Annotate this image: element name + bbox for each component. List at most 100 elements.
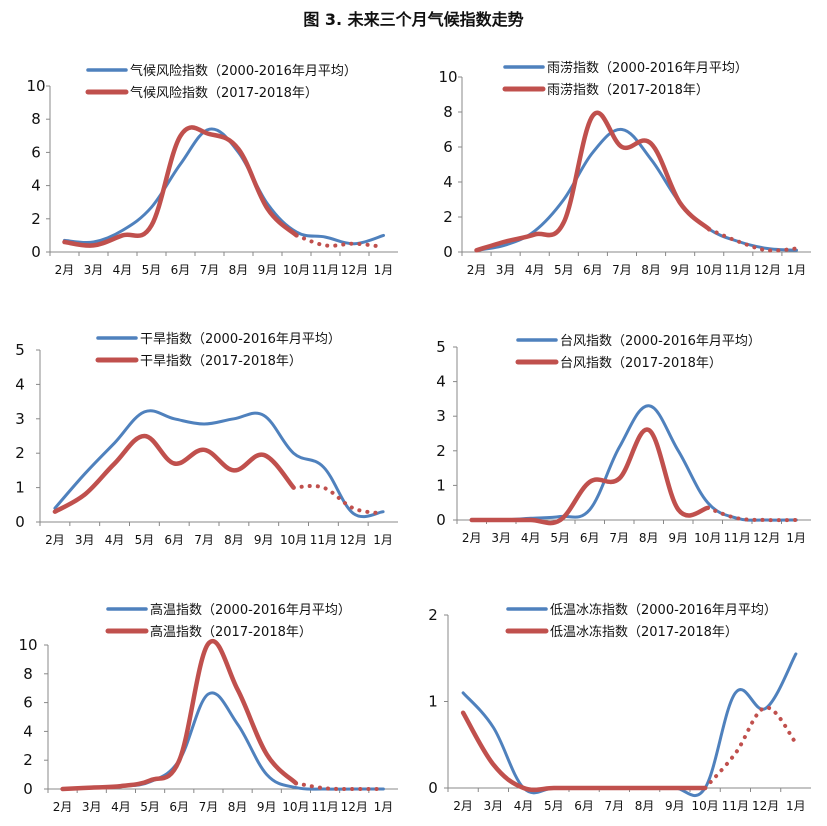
y-tick-label: 1 — [15, 479, 25, 497]
x-tick-label: 12月 — [340, 533, 367, 547]
x-tick-label: 2月 — [467, 263, 487, 277]
x-tick-label: 1月 — [374, 800, 394, 814]
x-tick-label: 5月 — [544, 799, 564, 813]
series-line-forecast — [707, 227, 799, 253]
x-tick-label: 8月 — [224, 533, 244, 547]
series-line-average — [461, 652, 798, 798]
x-tick-label: 11月 — [312, 263, 339, 277]
series-line-actual — [469, 427, 711, 526]
legend-label: 气候风险指数（2000-2016年月平均） — [130, 63, 357, 79]
x-tick-label: 3月 — [84, 263, 104, 277]
y-tick-label: 6 — [23, 694, 33, 712]
legend-label: 雨涝指数（2000-2016年月平均） — [547, 60, 748, 76]
y-tick-label: 3 — [436, 407, 446, 425]
x-tick-label: 9月 — [257, 800, 277, 814]
x-tick-label: 3月 — [491, 531, 511, 545]
x-tick-label: 7月 — [194, 533, 214, 547]
x-tick-label: 10月 — [696, 263, 723, 277]
y-tick-label: 0 — [436, 511, 446, 529]
y-tick-label: 6 — [31, 143, 41, 161]
x-tick-label: 3月 — [82, 800, 102, 814]
x-tick-label: 4月 — [111, 800, 131, 814]
x-tick-label: 8月 — [228, 800, 248, 814]
x-tick-label: 3月 — [484, 799, 504, 813]
x-tick-label: 1月 — [373, 533, 393, 547]
x-tick-label: 4月 — [105, 533, 125, 547]
x-tick-label: 1月 — [787, 263, 807, 277]
y-tick-label: 5 — [15, 341, 25, 359]
y-tick-label: 8 — [443, 103, 453, 121]
y-tick-label: 2 — [23, 751, 33, 769]
x-tick-label: 11月 — [724, 531, 751, 545]
x-tick-label: 8月 — [639, 531, 659, 545]
x-tick-label: 3月 — [496, 263, 516, 277]
legend-label: 低温冰冻指数（2017-2018年） — [550, 624, 738, 640]
series-line-average — [470, 404, 798, 522]
chart-panel-3: 0 1 2 3 4 5 2月 3月 4月 5月 6月 7月 8月 9月 10月 11月 12月 1月 干旱指数（20… — [15, 332, 398, 547]
x-tick-label: 12月 — [754, 263, 781, 277]
y-tick-label: 2 — [436, 442, 446, 460]
y-tick-label: 5 — [436, 338, 446, 356]
x-tick-label: 7月 — [605, 799, 625, 813]
x-tick-label: 1月 — [374, 263, 394, 277]
y-tick-label: 10 — [438, 68, 457, 86]
y-tick-label: 4 — [15, 375, 25, 393]
x-tick-label: 6月 — [580, 531, 600, 545]
x-tick-label: 5月 — [140, 800, 160, 814]
x-tick-label: 9月 — [258, 263, 278, 277]
series-line-average — [63, 127, 385, 246]
x-tick-label: 2月 — [55, 263, 75, 277]
x-tick-label: 4月 — [514, 799, 534, 813]
x-tick-label: 12月 — [753, 531, 780, 545]
chart-panel-6: 0 1 2 2月 3月 4月 5月 6月 7月 8月 9月 10月 11月 12月 1月 低温冰冻指数（200… — [428, 602, 811, 813]
y-tick-label: 1 — [436, 476, 446, 494]
x-tick-label: 9月 — [670, 263, 690, 277]
x-tick-label: 6月 — [164, 533, 184, 547]
x-tick-label: 11月 — [310, 533, 337, 547]
series-line-average — [475, 127, 798, 252]
series-line-actual — [52, 433, 296, 514]
y-tick-label: 0 — [23, 780, 33, 798]
x-tick-label: 10月 — [691, 799, 718, 813]
y-tick-label: 4 — [31, 177, 41, 195]
figure-title: 图 3. 未来三个月气候指数走势 — [303, 10, 524, 29]
y-tick-label: 0 — [443, 243, 453, 261]
x-tick-label: 12月 — [341, 263, 368, 277]
x-tick-label: 7月 — [612, 263, 632, 277]
y-tick-label: 0 — [31, 243, 41, 261]
chart-panel-5: 0 2 4 6 8 10 2月 3月 4月 5月 6月 7月 8月 9月 10月 11月 12月 1月 高温指数（2… — [18, 602, 398, 814]
x-tick-label: 3月 — [75, 533, 95, 547]
y-tick-label: 8 — [23, 665, 33, 683]
y-tick-label: 10 — [26, 77, 45, 95]
x-tick-label: 8月 — [641, 263, 661, 277]
y-tick-label: 1 — [428, 693, 438, 711]
x-tick-label: 6月 — [583, 263, 603, 277]
x-tick-label: 6月 — [169, 800, 189, 814]
x-tick-label: 1月 — [786, 799, 806, 813]
series-line-actual — [474, 110, 712, 253]
x-tick-label: 9月 — [254, 533, 274, 547]
x-tick-label: 2月 — [45, 533, 65, 547]
x-tick-label: 7月 — [609, 531, 629, 545]
x-tick-label: 5月 — [135, 533, 155, 547]
chart-panel-4: 0 1 2 3 4 5 2月 3月 4月 5月 6月 7月 8月 9月 10月 11月 12月 1月 台风指数（20… — [436, 334, 811, 545]
y-tick-label: 0 — [428, 779, 438, 797]
x-tick-label: 8月 — [635, 799, 655, 813]
legend-label: 台风指数（2017-2018年） — [560, 356, 722, 371]
series-line-actual — [62, 125, 299, 248]
x-tick-label: 4月 — [521, 531, 541, 545]
y-tick-label: 2 — [443, 208, 453, 226]
legend-label: 雨涝指数（2017-2018年） — [547, 82, 709, 98]
y-tick-label: 4 — [436, 373, 446, 391]
series-line-forecast — [705, 505, 799, 523]
series-line-forecast — [291, 483, 386, 516]
y-tick-label: 8 — [31, 110, 41, 128]
legend-label: 气候风险指数（2017-2018年） — [130, 85, 318, 101]
x-tick-label: 12月 — [341, 800, 368, 814]
y-tick-label: 10 — [18, 636, 37, 654]
y-tick-label: 3 — [15, 410, 25, 428]
legend-label: 台风指数（2000-2016年月平均） — [560, 334, 761, 349]
x-tick-label: 5月 — [554, 263, 574, 277]
series-line-actual — [60, 638, 299, 792]
